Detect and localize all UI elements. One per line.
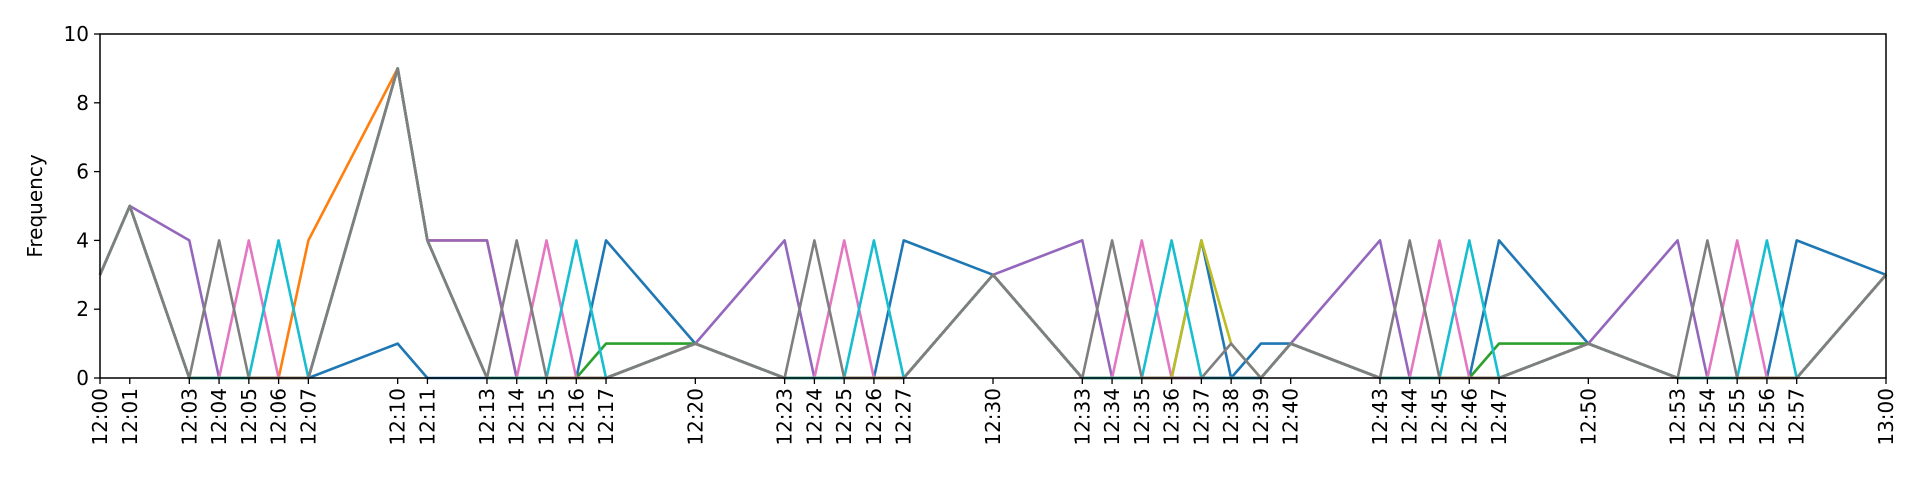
x-tick-label: 12:43 — [1368, 388, 1392, 446]
x-tick-label: 12:01 — [118, 388, 142, 446]
x-tick-label: 12:38 — [1219, 388, 1243, 446]
x-tick-label: 12:07 — [296, 388, 320, 446]
x-tick-label: 12:36 — [1160, 388, 1184, 446]
x-tick-label: 12:39 — [1249, 388, 1273, 446]
y-tick-label: 0 — [76, 366, 89, 390]
x-tick-label: 12:04 — [207, 388, 231, 446]
x-tick-label: 12:30 — [981, 388, 1005, 446]
series-line-5 — [98, 67, 1887, 380]
x-tick-label: 12:14 — [505, 388, 529, 446]
x-tick-label: 12:23 — [773, 388, 797, 446]
x-tick-label: 12:25 — [832, 388, 856, 446]
x-tick-label: 12:45 — [1428, 388, 1452, 446]
y-tick-label: 2 — [76, 297, 89, 321]
y-tick-label: 4 — [76, 228, 89, 252]
x-tick-label: 12:35 — [1130, 388, 1154, 446]
x-tick-label: 12:20 — [683, 388, 707, 446]
x-tick-label: 12:16 — [564, 388, 588, 446]
x-tick-label: 12:27 — [892, 388, 916, 446]
x-tick-label: 12:00 — [88, 388, 112, 446]
series-layer — [98, 67, 1887, 380]
x-tick-label: 12:54 — [1695, 388, 1719, 446]
x-tick-label: 12:26 — [862, 388, 886, 446]
series-line-4 — [98, 67, 1887, 380]
y-tick-label: 6 — [76, 160, 89, 184]
x-tick-label: 12:47 — [1487, 388, 1511, 446]
x-tick-label: 12:57 — [1785, 388, 1809, 446]
x-tick-label: 12:34 — [1100, 388, 1124, 446]
x-tick-label: 12:40 — [1279, 388, 1303, 446]
y-tick-label: 10 — [64, 22, 89, 46]
series-line-6 — [98, 67, 1887, 380]
series-line-10 — [98, 67, 1887, 380]
series-line-9 — [98, 67, 1887, 380]
y-tick-label: 8 — [76, 91, 89, 115]
x-tick-label: 12:10 — [386, 388, 410, 446]
x-tick-label: 12:46 — [1457, 388, 1481, 446]
x-tick-label: 12:13 — [475, 388, 499, 446]
x-tick-label: 12:50 — [1576, 388, 1600, 446]
x-tick-label: 12:17 — [594, 388, 618, 446]
x-tick-label: 12:06 — [267, 388, 291, 446]
x-tick-label: 13:00 — [1874, 388, 1898, 446]
series-line-7 — [98, 67, 1887, 380]
x-tick-label: 12:33 — [1070, 388, 1094, 446]
x-tick-label: 12:55 — [1725, 388, 1749, 446]
x-tick-label: 12:15 — [535, 388, 559, 446]
series-line-1 — [98, 204, 1887, 380]
x-tick-label: 12:03 — [177, 388, 201, 446]
x-axis: 12:00 12:01 12:03 12:04 12:05 12:06 12:07 12:10… — [88, 378, 1898, 446]
x-tick-label: 12:24 — [802, 388, 826, 446]
x-tick-label: 12:37 — [1189, 388, 1213, 446]
x-tick-label: 12:44 — [1398, 388, 1422, 446]
series-line-2 — [98, 67, 1887, 380]
x-tick-label: 12:05 — [237, 388, 261, 446]
x-tick-label: 12:53 — [1666, 388, 1690, 446]
y-axis-label: Frequency — [23, 154, 47, 257]
y-axis: 0 2 4 6 8 10 — [64, 22, 100, 390]
x-tick-label: 12:56 — [1755, 388, 1779, 446]
x-tick-label: 12:11 — [415, 388, 439, 446]
series-line-3 — [98, 67, 1887, 380]
series-line-8 — [98, 67, 1887, 380]
plot-area-frame — [99, 33, 1887, 379]
